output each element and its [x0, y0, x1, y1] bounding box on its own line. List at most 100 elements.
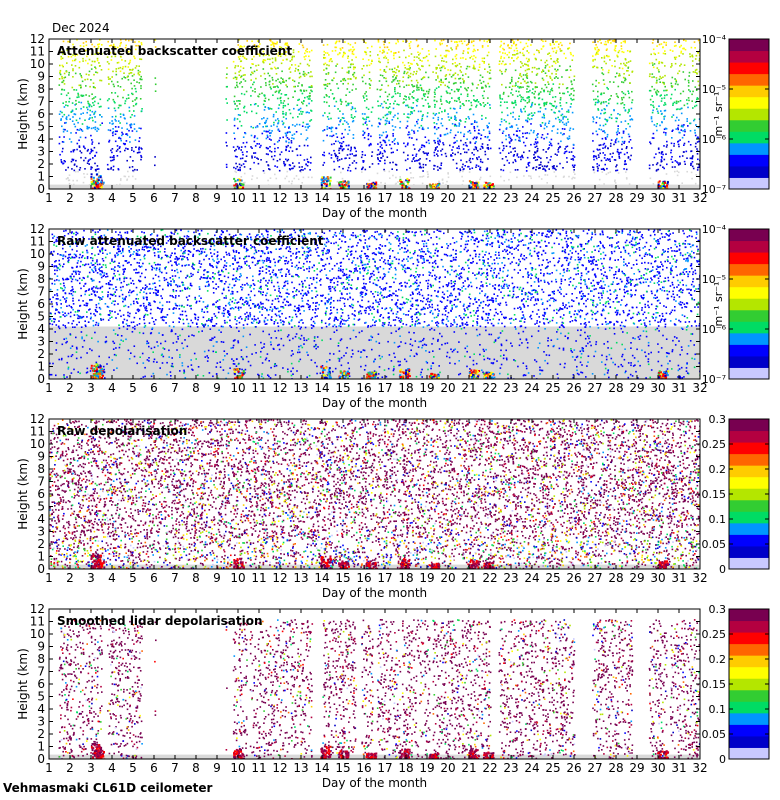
colorbar-segment: [729, 142, 769, 155]
x-tick-label: 31: [671, 571, 686, 585]
y-tick-label: 1: [37, 740, 45, 754]
x-tick-label: 1: [45, 761, 53, 775]
y-tick-label: 3: [37, 145, 45, 159]
heatmap-cells: [49, 229, 700, 379]
panel-title: Raw depolarisation: [57, 424, 187, 438]
colorbar-segment: [729, 609, 769, 622]
x-tick-label: 2: [66, 571, 74, 585]
colorbar-tick-label: 10⁻⁷: [702, 373, 726, 386]
x-tick-label: 23: [503, 571, 518, 585]
x-tick-label: 8: [192, 761, 200, 775]
x-tick-label: 31: [671, 761, 686, 775]
y-tick-label: 0: [37, 752, 45, 766]
panels: 1 2 3 4 5 6 7 8 9 10 11 12 13 14 15 16 17 18 19 20 21 22 23 24 2…: [16, 32, 770, 790]
x-tick-label: 26: [566, 191, 581, 205]
colorbar: 10⁻⁷ 10⁻⁶ 10⁻⁵ 10⁻⁴ m⁻¹ sr⁻¹: [702, 223, 770, 386]
x-axis-label: Day of the month: [322, 776, 427, 790]
colorbar-unit-label: m⁻¹ sr⁻¹: [712, 92, 725, 137]
x-tick-label: 3: [87, 571, 95, 585]
colorbar-segment: [729, 522, 769, 535]
y-tick-label: 7: [37, 95, 45, 109]
colorbar-tick-label: 0.25: [702, 628, 727, 641]
x-tick-label: 3: [87, 191, 95, 205]
colorbar-tick-label: 10⁻⁴: [702, 33, 727, 46]
colorbar-segment: [729, 465, 769, 478]
colorbar-segment: [729, 332, 769, 345]
x-tick-label: 15: [335, 381, 350, 395]
x-tick-label: 9: [213, 571, 221, 585]
x-tick-label: 15: [335, 191, 350, 205]
y-tick-label: 11: [30, 45, 45, 59]
colorbar: 10⁻⁷ 10⁻⁶ 10⁻⁵ 10⁻⁴ m⁻¹ sr⁻¹: [702, 33, 770, 196]
y-tick-label: 12: [30, 602, 45, 616]
colorbar-tick-label: 0.15: [702, 488, 727, 501]
y-tick-label: 9: [37, 450, 45, 464]
colorbar-segment: [729, 367, 769, 380]
y-tick-label: 5: [37, 690, 45, 704]
x-tick-label: 11: [251, 571, 266, 585]
y-tick-label: 8: [37, 652, 45, 666]
x-tick-label: 12: [272, 571, 287, 585]
y-tick-label: 9: [37, 260, 45, 274]
colorbar-segment: [729, 747, 769, 760]
x-tick-label: 32: [692, 761, 707, 775]
colorbar-tick-label: 0.15: [702, 678, 727, 691]
x-axis-label: Day of the month: [322, 396, 427, 410]
x-tick-label: 16: [356, 381, 371, 395]
x-tick-label: 17: [377, 191, 392, 205]
x-tick-label: 17: [377, 761, 392, 775]
colorbar-segment: [729, 298, 769, 311]
x-tick-label: 22: [482, 571, 497, 585]
y-tick-label: 8: [37, 272, 45, 286]
x-tick-label: 28: [608, 191, 623, 205]
colorbar-segment: [729, 678, 769, 691]
x-tick-label: 2: [66, 761, 74, 775]
colorbar-tick-label: 10⁻⁵: [702, 273, 726, 286]
y-tick-label: 7: [37, 665, 45, 679]
x-tick-label: 16: [356, 191, 371, 205]
y-tick-label: 8: [37, 82, 45, 96]
colorbar-segment: [729, 511, 769, 524]
colorbar-segment: [729, 620, 769, 633]
colorbar-segment: [729, 488, 769, 501]
x-tick-label: 15: [335, 571, 350, 585]
x-tick-label: 4: [108, 571, 116, 585]
x-tick-label: 30: [650, 571, 665, 585]
x-tick-label: 19: [419, 191, 434, 205]
x-tick-label: 26: [566, 761, 581, 775]
x-tick-label: 23: [503, 191, 518, 205]
colorbar-segment: [729, 712, 769, 725]
x-tick-label: 21: [461, 191, 476, 205]
x-tick-label: 19: [419, 761, 434, 775]
colorbar-segment: [729, 165, 769, 178]
x-tick-label: 17: [377, 381, 392, 395]
x-tick-label: 2: [66, 191, 74, 205]
colorbar-segment: [729, 643, 769, 656]
colorbar-segment: [729, 666, 769, 679]
x-tick-label: 11: [251, 761, 266, 775]
y-tick-label: 10: [30, 437, 45, 451]
colorbar-segment: [729, 701, 769, 714]
x-tick-label: 13: [293, 571, 308, 585]
x-tick-label: 8: [192, 191, 200, 205]
x-tick-label: 19: [419, 381, 434, 395]
colorbar-segment: [729, 344, 769, 357]
colorbar-frame: [728, 228, 770, 380]
y-tick-label: 1: [37, 550, 45, 564]
x-tick-label: 12: [272, 761, 287, 775]
x-tick-label: 32: [692, 571, 707, 585]
y-tick-label: 6: [37, 107, 45, 121]
x-tick-label: 20: [440, 761, 455, 775]
x-tick-label: 20: [440, 381, 455, 395]
y-tick-label: 6: [37, 487, 45, 501]
x-tick-label: 10: [230, 571, 245, 585]
x-tick-label: 4: [108, 191, 116, 205]
colorbar-tick-label: 10⁻⁵: [702, 83, 726, 96]
y-tick-label: 0: [37, 182, 45, 196]
x-tick-label: 7: [171, 381, 179, 395]
colorbar-tick-label: 0.05: [702, 538, 727, 551]
x-tick-label: 15: [335, 761, 350, 775]
colorbar-tick-label: 0.2: [709, 653, 727, 666]
heatmap-cells: [49, 419, 700, 569]
y-tick-label: 4: [37, 322, 45, 336]
